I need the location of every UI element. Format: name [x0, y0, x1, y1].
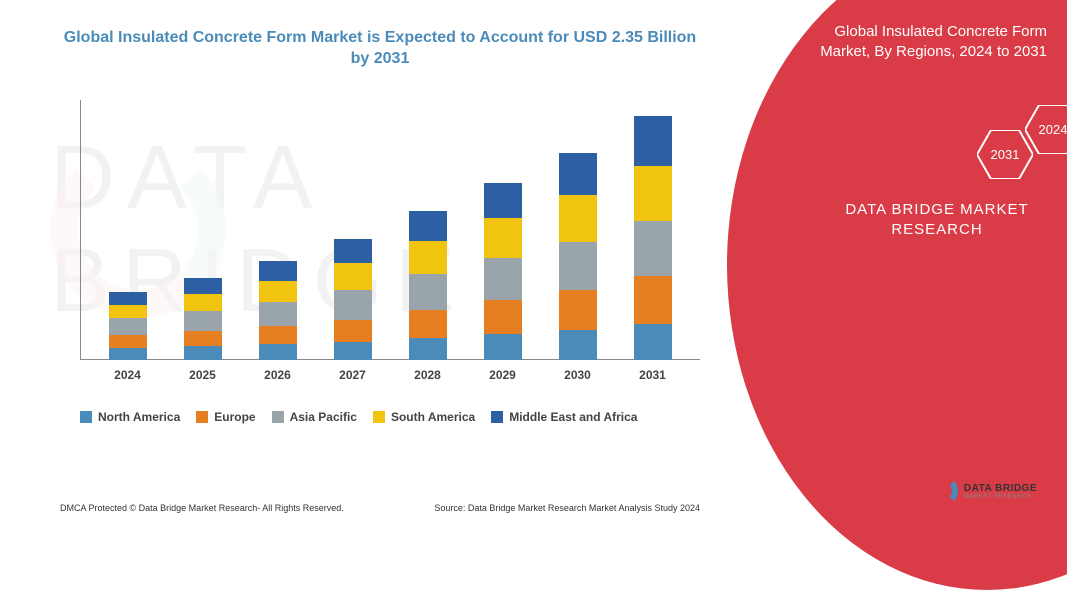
- bar-column-2028: 2028: [409, 211, 447, 360]
- bar-segment: [109, 318, 147, 335]
- bar-column-2027: 2027: [334, 239, 372, 360]
- bar-segment: [259, 344, 297, 360]
- bar-year-label: 2024: [114, 368, 141, 382]
- bar-segment: [484, 218, 522, 258]
- bar-segment: [259, 261, 297, 281]
- bar-segment: [184, 331, 222, 346]
- bar-segment: [109, 305, 147, 318]
- footer-copyright: DMCA Protected © Data Bridge Market Rese…: [60, 503, 344, 513]
- bar-segment: [334, 320, 372, 342]
- legend-swatch: [80, 411, 92, 423]
- bar-segment: [484, 300, 522, 334]
- bar-segment: [409, 211, 447, 241]
- legend-label: Asia Pacific: [290, 410, 357, 424]
- logo: DATA BRIDGE MARKET RESEARCH: [930, 477, 1037, 505]
- footer-source: Source: Data Bridge Market Research Mark…: [434, 503, 700, 513]
- bar-segment: [559, 153, 597, 195]
- brand-label: DATA BRIDGE MARKET RESEARCH: [837, 200, 1037, 239]
- legend-label: Middle East and Africa: [509, 410, 637, 424]
- bar-segment: [409, 274, 447, 310]
- legend-label: South America: [391, 410, 475, 424]
- bar-year-label: 2025: [189, 368, 216, 382]
- bar-segment: [634, 324, 672, 360]
- bar-segment: [484, 183, 522, 218]
- bar-segment: [334, 342, 372, 360]
- bar-segment: [559, 242, 597, 290]
- bar-segment: [634, 221, 672, 276]
- legend-label: Europe: [214, 410, 255, 424]
- legend-label: North America: [98, 410, 180, 424]
- bar-segment: [634, 166, 672, 221]
- hexagon-2024: 2024: [1025, 105, 1067, 154]
- bar-segment: [484, 334, 522, 360]
- left-panel: Global Insulated Concrete Form Market is…: [0, 0, 760, 533]
- legend-item: North America: [80, 410, 180, 424]
- logo-icon: [930, 477, 958, 505]
- legend-item: Middle East and Africa: [491, 410, 637, 424]
- bar-year-label: 2028: [414, 368, 441, 382]
- bar-segment: [109, 348, 147, 360]
- bar-year-label: 2031: [639, 368, 666, 382]
- bar-column-2031: 2031: [634, 116, 672, 360]
- legend: North America Europe Asia Pacific South Ame…: [80, 410, 700, 424]
- bar-year-label: 2026: [264, 368, 291, 382]
- bar-column-2029: 2029: [484, 183, 522, 360]
- right-panel-title: Global Insulated Concrete Form Market, B…: [797, 22, 1047, 61]
- bar-segment: [184, 278, 222, 294]
- bar-segment: [184, 294, 222, 311]
- bars-container: 2024 2025 2026 2027 2028 2029 2030 2031: [90, 100, 690, 360]
- stacked-bar-chart: 2024 2025 2026 2027 2028 2029 2030 2031: [80, 100, 700, 380]
- bar-segment: [409, 241, 447, 274]
- bar-year-label: 2029: [489, 368, 516, 382]
- bar-segment: [334, 290, 372, 320]
- logo-name: DATA BRIDGE: [964, 483, 1037, 494]
- right-panel: Global Insulated Concrete Form Market, B…: [737, 0, 1067, 533]
- legend-item: Asia Pacific: [272, 410, 357, 424]
- bar-segment: [334, 239, 372, 263]
- chart-title: Global Insulated Concrete Form Market is…: [0, 28, 760, 70]
- bar-segment: [484, 258, 522, 300]
- bar-segment: [334, 263, 372, 290]
- bar-column-2026: 2026: [259, 261, 297, 360]
- legend-swatch: [196, 411, 208, 423]
- bar-segment: [109, 292, 147, 305]
- bar-column-2025: 2025: [184, 278, 222, 360]
- bar-segment: [109, 335, 147, 348]
- footer: DMCA Protected © Data Bridge Market Rese…: [60, 503, 700, 513]
- bar-segment: [259, 302, 297, 326]
- bar-year-label: 2027: [339, 368, 366, 382]
- logo-sub: MARKET RESEARCH: [964, 494, 1037, 500]
- bar-segment: [559, 330, 597, 360]
- legend-swatch: [272, 411, 284, 423]
- bar-segment: [409, 338, 447, 360]
- bar-segment: [409, 310, 447, 338]
- page: Global Insulated Concrete Form Market is…: [0, 0, 1067, 533]
- bar-segment: [259, 281, 297, 302]
- bar-year-label: 2030: [564, 368, 591, 382]
- logo-text-block: DATA BRIDGE MARKET RESEARCH: [964, 483, 1037, 500]
- bar-segment: [559, 195, 597, 242]
- bar-segment: [634, 116, 672, 166]
- y-axis: [80, 100, 81, 360]
- legend-item: Europe: [196, 410, 255, 424]
- bar-segment: [184, 346, 222, 360]
- bar-segment: [634, 276, 672, 324]
- legend-item: South America: [373, 410, 475, 424]
- legend-swatch: [491, 411, 503, 423]
- bar-segment: [184, 311, 222, 331]
- bar-segment: [259, 326, 297, 344]
- bar-column-2030: 2030: [559, 153, 597, 360]
- bar-segment: [559, 290, 597, 330]
- legend-swatch: [373, 411, 385, 423]
- bar-column-2024: 2024: [109, 292, 147, 360]
